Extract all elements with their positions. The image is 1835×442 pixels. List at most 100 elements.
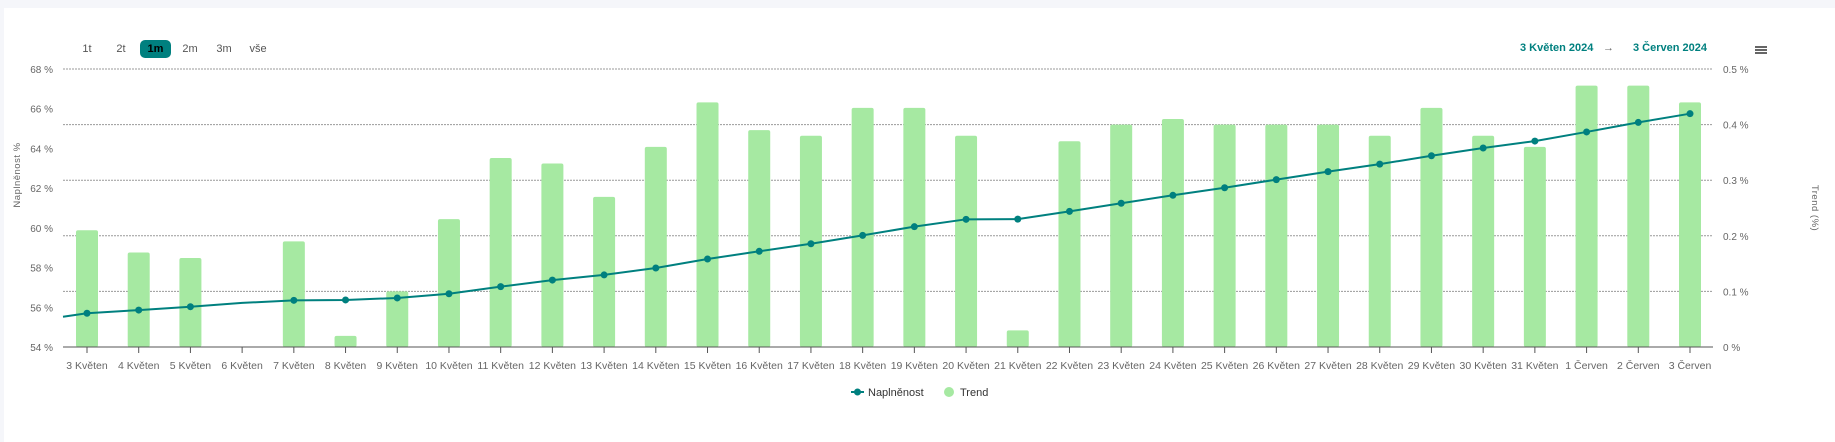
x-axis-label: 31 Květen	[1511, 360, 1558, 372]
point-naplnenost-29	[1531, 137, 1539, 145]
range-button-1m[interactable]: 1m	[140, 40, 171, 58]
hamburger-menu-icon[interactable]	[1755, 46, 1767, 57]
point-naplnenost-8	[445, 290, 453, 298]
bar-trend-9	[489, 157, 512, 347]
x-axis-label: 22 Květen	[1046, 360, 1093, 372]
point-naplnenost-32	[1686, 110, 1694, 118]
x-axis-label: 4 Květen	[118, 360, 160, 372]
bar-trend-24	[1265, 124, 1288, 347]
x-axis-label: 7 Květen	[273, 360, 315, 372]
legend-marker-icon	[854, 388, 861, 396]
range-button-2t[interactable]: 2t	[116, 43, 126, 55]
range-button-1t[interactable]: 1t	[82, 43, 92, 55]
point-naplnenost-30	[1583, 128, 1591, 136]
range-button-3m[interactable]: 3m	[216, 43, 232, 55]
point-naplnenost-10	[548, 276, 556, 284]
legend-circle-icon	[944, 387, 954, 397]
x-axis-label: 1 Červen	[1565, 359, 1608, 372]
bar-trend-23	[1213, 124, 1236, 347]
x-axis-label: 21 Květen	[994, 360, 1041, 372]
bar-trend-21	[1110, 124, 1133, 347]
bar-trend-1	[76, 230, 98, 347]
left-axis-tick: 66 %	[30, 105, 53, 116]
bar-trend-30	[1575, 85, 1598, 348]
right-axis-tick: 0.4 %	[1723, 121, 1749, 132]
point-naplnenost-23	[1221, 184, 1229, 192]
point-naplnenost-17	[910, 223, 918, 231]
point-naplnenost-19	[1014, 215, 1022, 223]
bar-trend-7	[386, 291, 409, 347]
legend-item-naplnenost: Naplněnost	[868, 387, 924, 399]
x-axis-label: 23 Květen	[1098, 360, 1145, 372]
left-band	[0, 0, 4, 442]
left-axis-title: Naplněnost %	[12, 142, 23, 207]
left-axis-tick: 54 %	[30, 343, 53, 354]
x-axis-label: 16 Květen	[736, 360, 783, 372]
bar-trend-25	[1317, 124, 1340, 347]
left-axis-tick: 68 %	[30, 65, 53, 76]
left-axis-tick: 56 %	[30, 303, 53, 314]
top-band	[0, 0, 1835, 8]
bar-trend-22	[1161, 119, 1184, 347]
bar-trend-12	[644, 146, 667, 347]
x-axis-label: 14 Květen	[632, 360, 679, 372]
bar-trend-18	[955, 135, 978, 347]
bar-trend-6	[334, 335, 357, 347]
bar-trend-16	[851, 107, 874, 347]
x-axis-label: 2 Červen	[1617, 359, 1660, 372]
range-button-vše[interactable]: vše	[249, 43, 267, 55]
bar-trend-20	[1058, 141, 1081, 347]
point-naplnenost-25	[1324, 168, 1332, 176]
x-axis-label: 27 Květen	[1304, 360, 1351, 372]
left-axis-tick: 62 %	[30, 184, 53, 195]
x-axis-label: 18 Květen	[839, 360, 886, 372]
bar-trend-32	[1679, 102, 1701, 347]
point-naplnenost-9	[497, 283, 505, 291]
arrow-right-icon: →	[1603, 42, 1614, 54]
x-axis-label: 26 Květen	[1253, 360, 1300, 372]
point-naplnenost-13	[704, 255, 712, 263]
point-naplnenost-12	[652, 264, 660, 272]
x-axis-label: 10 Květen	[425, 360, 472, 372]
point-naplnenost-27	[1427, 152, 1435, 160]
x-axis-label: 11 Květen	[477, 360, 524, 372]
x-axis-label: 17 Květen	[787, 360, 834, 372]
point-naplnenost-11	[600, 271, 608, 279]
right-axis-tick: 0.5 %	[1723, 65, 1749, 76]
x-axis-label: 9 Květen	[377, 360, 419, 372]
x-axis-label: 15 Květen	[684, 360, 731, 372]
point-naplnenost-5	[290, 296, 298, 304]
bar-trend-8	[437, 219, 460, 347]
x-axis-label: 19 Květen	[891, 360, 938, 372]
range-button-2m[interactable]: 2m	[182, 43, 198, 55]
date-from-input[interactable]: 3 Květen 2024	[1520, 42, 1594, 54]
x-axis-label: 25 Květen	[1201, 360, 1248, 372]
bar-trend-29	[1523, 146, 1546, 347]
bar-trend-14	[748, 130, 771, 347]
legend-item-trend: Trend	[960, 387, 988, 399]
point-naplnenost-1	[83, 309, 91, 317]
right-axis-tick: 0.3 %	[1723, 176, 1749, 187]
x-axis-label: 20 Květen	[942, 360, 989, 372]
bar-trend-31	[1627, 85, 1650, 348]
x-axis-label: 29 Květen	[1408, 360, 1455, 372]
point-naplnenost-21	[1117, 199, 1125, 207]
line-naplnenost	[62, 112, 1691, 318]
date-to-input[interactable]: 3 Červen 2024	[1633, 42, 1707, 54]
left-axis-tick: 64 %	[30, 144, 53, 155]
point-naplnenost-14	[755, 247, 763, 255]
point-naplnenost-16	[859, 231, 867, 239]
point-naplnenost-6	[342, 296, 350, 304]
x-axis-label: 30 Květen	[1460, 360, 1507, 372]
x-axis-label: 3 Červen	[1669, 359, 1712, 372]
bar-trend-5	[282, 241, 305, 347]
point-naplnenost-3	[186, 303, 194, 311]
point-naplnenost-20	[1065, 207, 1073, 215]
left-axis-tick: 58 %	[30, 264, 53, 275]
point-naplnenost-7	[393, 294, 401, 302]
x-axis-label: 5 Květen	[170, 360, 212, 372]
right-axis-title: Trend (%)	[1809, 185, 1820, 231]
x-axis-label: 3 Květen	[66, 360, 108, 372]
right-axis-tick: 0.1 %	[1723, 287, 1749, 298]
